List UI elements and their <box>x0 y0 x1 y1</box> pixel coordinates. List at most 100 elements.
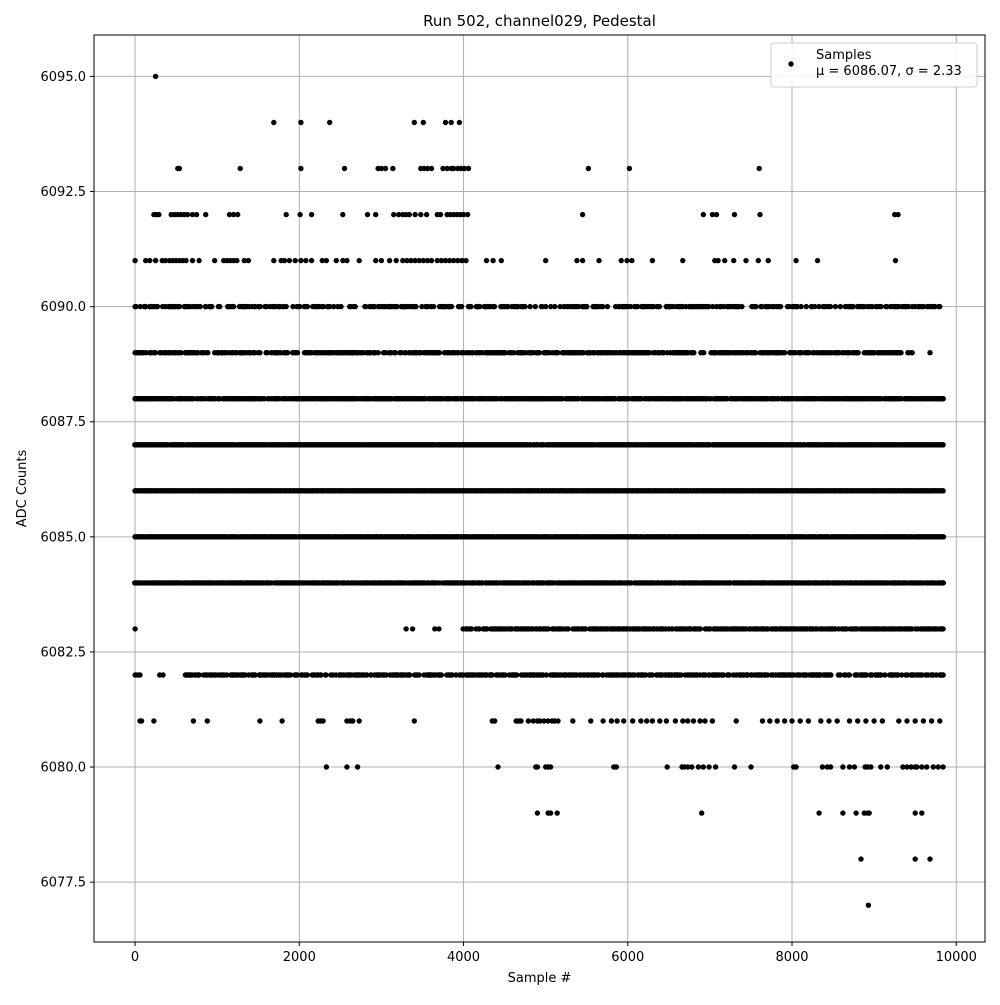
sample-point <box>629 258 634 263</box>
sample-point <box>753 304 758 309</box>
sample-point <box>390 166 395 171</box>
sample-point <box>205 350 210 355</box>
sample-point <box>815 258 820 263</box>
sample-point <box>287 258 292 263</box>
sample-point <box>271 120 276 125</box>
sample-point <box>147 258 152 263</box>
sample-point <box>856 350 861 355</box>
sample-point <box>155 304 160 309</box>
sample-point <box>132 580 137 585</box>
sample-point <box>574 258 579 263</box>
sample-point <box>153 350 158 355</box>
sample-point <box>297 212 302 217</box>
sample-point <box>391 212 396 217</box>
sample-point <box>344 258 349 263</box>
sample-point <box>327 120 332 125</box>
sample-point <box>715 258 720 263</box>
sample-point <box>522 304 527 309</box>
sample-point <box>605 304 610 309</box>
sample-point <box>537 350 542 355</box>
sample-point <box>182 304 187 309</box>
sample-point <box>185 212 190 217</box>
sample-point <box>217 304 222 309</box>
sample-point <box>468 304 473 309</box>
sample-point <box>657 304 662 309</box>
sample-point <box>295 350 300 355</box>
sample-point <box>298 258 303 263</box>
sample-point <box>940 396 945 401</box>
sample-point <box>580 258 585 263</box>
sample-point <box>895 212 900 217</box>
sample-point <box>492 304 497 309</box>
sample-point <box>798 304 803 309</box>
sample-point <box>580 212 585 217</box>
sample-point <box>231 304 236 309</box>
sample-point <box>429 166 434 171</box>
sample-point <box>132 488 137 493</box>
sample-point <box>878 304 883 309</box>
sample-point <box>624 258 629 263</box>
sample-point <box>490 258 495 263</box>
sample-point <box>680 258 685 263</box>
sample-point <box>463 258 468 263</box>
sample-point <box>209 304 214 309</box>
sample-point <box>190 258 195 263</box>
sample-point <box>940 534 945 539</box>
sample-point <box>246 258 251 263</box>
sample-point <box>940 580 945 585</box>
sample-point <box>271 258 276 263</box>
sample-point <box>413 304 418 309</box>
sample-point <box>353 304 358 309</box>
sample-point <box>691 350 696 355</box>
sample-point <box>424 212 429 217</box>
sample-point <box>132 442 137 447</box>
sample-point <box>898 350 903 355</box>
sample-point <box>940 442 945 447</box>
sample-point <box>753 350 758 355</box>
sample-point <box>459 304 464 309</box>
sample-point <box>778 304 783 309</box>
sample-point <box>743 258 748 263</box>
sample-point <box>698 626 703 631</box>
sample-point <box>373 212 378 217</box>
sample-point <box>893 258 898 263</box>
sample-point <box>285 350 290 355</box>
sample-point <box>940 488 945 493</box>
sample-point <box>412 212 417 217</box>
sample-point <box>303 258 308 263</box>
sample-point <box>731 258 736 263</box>
sample-point <box>701 350 706 355</box>
sample-point <box>756 258 761 263</box>
sample-point <box>782 350 787 355</box>
sample-point <box>407 212 412 217</box>
sample-point <box>153 258 158 263</box>
sample-point <box>293 258 298 263</box>
sample-point <box>309 212 314 217</box>
sample-point <box>235 212 240 217</box>
sample-point <box>552 304 557 309</box>
sample-point <box>132 350 137 355</box>
sample-point <box>927 350 932 355</box>
sample-point <box>429 258 434 263</box>
sample-point <box>177 166 182 171</box>
sample-point <box>153 74 158 79</box>
sample-point <box>804 304 809 309</box>
sample-point <box>600 304 605 309</box>
sample-point <box>298 120 303 125</box>
sample-point <box>212 258 217 263</box>
sample-point <box>586 166 591 171</box>
sample-point <box>257 350 262 355</box>
sample-point <box>284 212 289 217</box>
sample-point <box>203 212 208 217</box>
sample-point <box>340 212 345 217</box>
sample-point <box>484 258 489 263</box>
sample-point <box>838 304 843 309</box>
sample-point <box>627 166 632 171</box>
sample-point <box>499 258 504 263</box>
sample-point <box>334 258 339 263</box>
sample-point <box>421 120 426 125</box>
sample-point <box>387 258 392 263</box>
sample-point <box>309 258 314 263</box>
